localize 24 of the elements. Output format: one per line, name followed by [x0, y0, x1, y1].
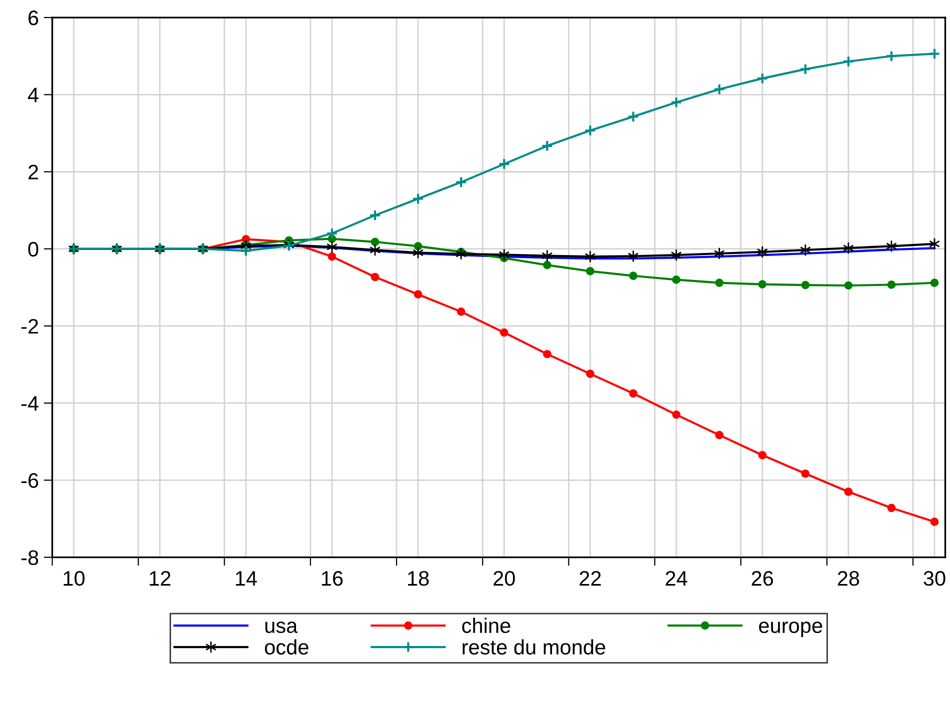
x-tick-label: 12: [150, 571, 170, 586]
x-tick-label: 24: [666, 571, 688, 586]
x-tick-label: 22: [580, 571, 601, 586]
y-tick-label: -8: [21, 550, 38, 566]
y-tick-label: 2: [28, 164, 38, 180]
y-tick-label: -6: [21, 473, 38, 488]
legend-label: usa: [265, 622, 298, 634]
legend-label: europe: [759, 622, 822, 638]
x-tick-label: 14: [236, 571, 257, 586]
x-tick-label: 18: [408, 571, 429, 586]
y-tick-label: 6: [28, 10, 38, 26]
x-tick-label: 10: [64, 571, 85, 586]
x-tick-label: 16: [322, 571, 343, 586]
legend-label: reste du monde: [462, 639, 606, 655]
y-tick-label: -4: [21, 396, 38, 411]
y-tick-label: -2: [21, 318, 38, 334]
x-tick-label: 20: [494, 571, 515, 586]
legend-label: ocde: [264, 639, 308, 655]
y-tick-label: 4: [28, 88, 38, 102]
legend-label: chine: [462, 618, 510, 634]
x-tick-label: 26: [752, 571, 774, 586]
y-tick-label: 0: [28, 242, 38, 257]
x-tick-label: 28: [838, 571, 860, 586]
x-tick-label: 30: [924, 571, 946, 586]
